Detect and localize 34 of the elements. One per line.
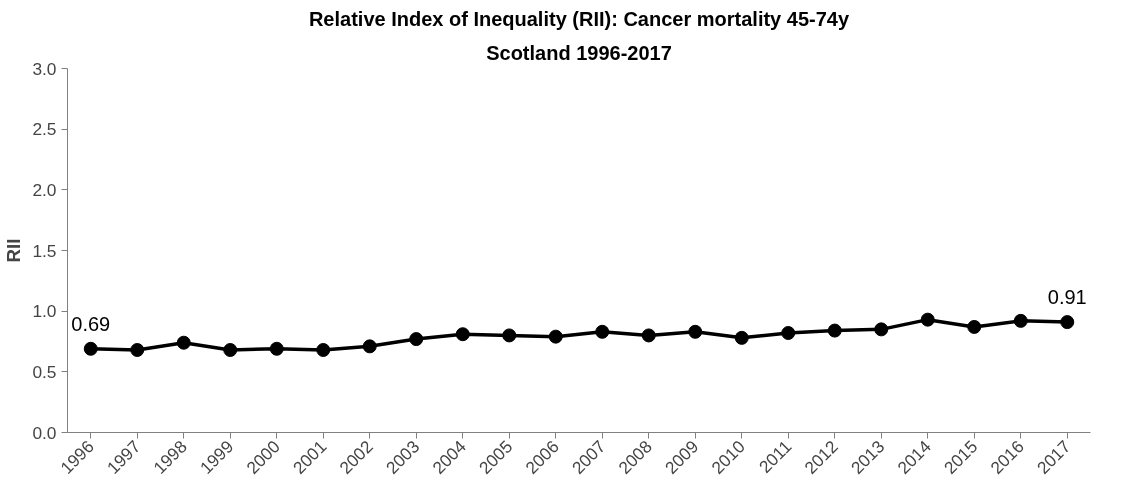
text: 2.0 bbox=[32, 179, 57, 200]
text: 0.0 bbox=[32, 422, 57, 443]
chart-title: Relative Index of Inequality (RII): Cancer mortality 45-74y bbox=[308, 7, 850, 30]
point bbox=[548, 329, 563, 344]
point bbox=[130, 343, 145, 357]
chart-subtitle: Scotland 1996-2017 bbox=[486, 41, 672, 64]
y-axis-title: RII bbox=[3, 238, 25, 263]
text: 1.0 bbox=[32, 301, 57, 322]
point bbox=[502, 328, 517, 343]
point bbox=[920, 312, 935, 327]
point bbox=[781, 326, 796, 340]
text: 2.5 bbox=[32, 119, 57, 140]
point bbox=[316, 343, 331, 357]
point bbox=[83, 341, 98, 356]
point bbox=[269, 341, 284, 356]
text: 3.0 bbox=[32, 58, 57, 79]
data-label: 0.69 bbox=[71, 312, 111, 335]
point bbox=[409, 332, 424, 347]
point bbox=[688, 324, 703, 339]
point bbox=[641, 328, 656, 343]
text: 1.5 bbox=[32, 240, 57, 261]
point bbox=[362, 339, 377, 354]
point bbox=[595, 324, 610, 339]
text: 0.5 bbox=[32, 361, 57, 382]
point bbox=[223, 343, 238, 357]
point bbox=[827, 323, 842, 338]
point bbox=[734, 330, 749, 345]
point bbox=[874, 322, 889, 337]
point bbox=[1013, 313, 1028, 328]
point bbox=[967, 319, 982, 334]
point bbox=[455, 327, 470, 342]
point bbox=[176, 335, 191, 350]
point bbox=[1060, 315, 1075, 330]
data-label: 0.91 bbox=[1047, 286, 1087, 309]
